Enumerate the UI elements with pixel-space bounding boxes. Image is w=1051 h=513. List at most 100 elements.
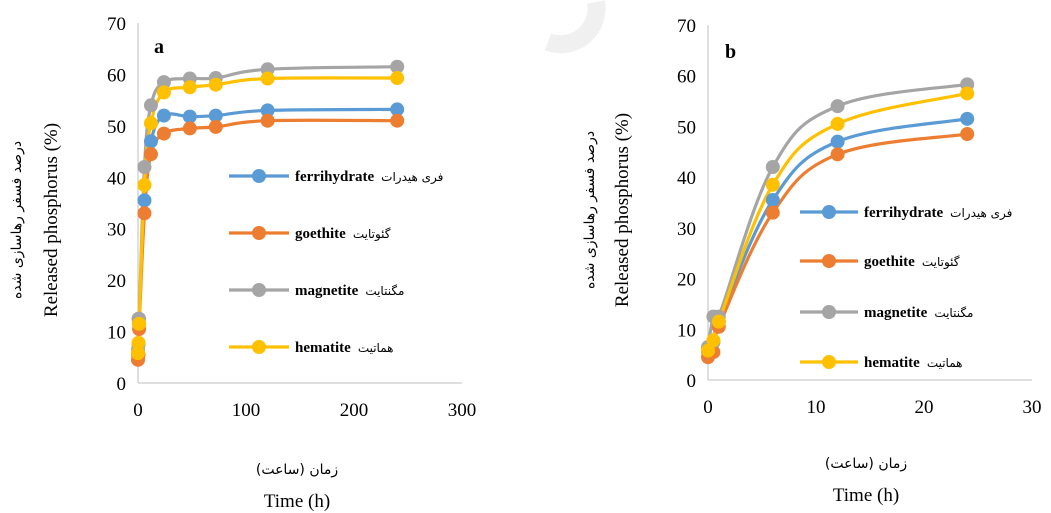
- chart-b-x-label-fa: زمان (ساعت): [825, 456, 907, 472]
- chart-a-y-tick-label: 0: [117, 374, 127, 395]
- legend-marker-goethite: [252, 226, 266, 240]
- legend-label-en: magnetite: [864, 305, 928, 321]
- chart-a-legend: ferrihydrate فری هیدرات goethite گئوتایت mag…: [229, 169, 443, 356]
- data-point-goethite: [830, 147, 845, 162]
- chart-a-y-tick-label: 50: [107, 117, 126, 138]
- data-point-ferrihydrate: [830, 134, 845, 149]
- chart-b-x-tick-label: 20: [915, 397, 934, 418]
- chart-b-y-tick-label: 0: [687, 371, 697, 392]
- data-point-hematite: [765, 177, 780, 192]
- chart-a-y-tick-label: 20: [107, 271, 126, 292]
- chart-a-series: [131, 59, 405, 367]
- data-point-hematite: [143, 116, 158, 131]
- data-point-ferrihydrate: [765, 192, 780, 207]
- chart-a-x-tick-label: 200: [340, 400, 369, 421]
- chart-a-x-tick-label: 100: [232, 400, 261, 421]
- legend-label-en: hematite: [295, 340, 351, 356]
- chart-a-y-tick-label: 40: [107, 168, 126, 189]
- chart-b-series: [701, 77, 975, 365]
- chart-b-legend: ferrihydrate فری هیدرات goethite گئوتایت mag…: [800, 205, 1012, 371]
- chart-a-y-ticks: 0 10 20 30 40 50 60 70: [107, 14, 126, 395]
- chart-b-x-tick-label: 0: [703, 397, 713, 418]
- legend-marker-magnetite: [822, 305, 836, 319]
- legend-label-en: goethite: [295, 226, 346, 242]
- data-point-goethite: [765, 205, 780, 220]
- legend-label-en: ferrihydrate: [295, 169, 374, 185]
- legend-label-en: goethite: [864, 254, 915, 270]
- legend-label-fa: مگنتایت: [365, 284, 404, 298]
- legend-label-fa: هماتیت: [927, 356, 963, 370]
- data-point-magnetite: [765, 160, 780, 174]
- chart-b-x-tick-label: 30: [1023, 397, 1042, 418]
- legend-label-hematite: hematite هماتیت: [295, 340, 393, 356]
- chart-a-x-label: Time (h): [264, 491, 330, 512]
- chart-b-y-ticks: 0 10 20 30 40 50 60 70: [677, 16, 696, 392]
- data-point-hematite: [706, 333, 721, 348]
- legend-label-fa: فری هیدرات: [950, 206, 1012, 221]
- data-point-hematite: [182, 80, 197, 95]
- data-point-hematite: [156, 85, 171, 100]
- chart-b-y-tick-label: 30: [677, 219, 696, 240]
- chart-b-y-tick-label: 40: [677, 168, 696, 189]
- chart-a-y-label-fa: درصد فسفر رهاسازی شده: [9, 141, 25, 299]
- legend-label-goethite: goethite گئوتایت: [295, 226, 391, 242]
- data-point-ferrihydrate: [182, 109, 197, 124]
- chart-a-y-tick-label: 10: [107, 323, 126, 344]
- legend-label-fa: گئوتایت: [353, 227, 391, 242]
- data-point-goethite: [390, 113, 405, 128]
- data-point-magnetite: [390, 59, 405, 74]
- legend-marker-ferrihydrate: [252, 169, 266, 183]
- legend-label-magnetite: magnetite مگنتایت: [295, 283, 404, 299]
- data-point-ferrihydrate: [156, 108, 171, 123]
- legend-label-ferrihydrate: ferrihydrate فری هیدرات: [864, 205, 1012, 221]
- legend-label-magnetite: magnetite مگنتایت: [864, 305, 973, 321]
- data-point-goethite: [208, 119, 223, 134]
- legend-label-ferrihydrate: ferrihydrate فری هیدرات: [295, 169, 443, 185]
- chart-b-x-ticks: 0 10 20 30: [703, 397, 1041, 418]
- legend-label-en: hematite: [864, 355, 920, 371]
- data-point-ferrihydrate: [260, 103, 275, 118]
- data-point-hematite: [137, 178, 152, 192]
- chart-a-x-ticks: 0 100 200 300: [133, 400, 476, 421]
- data-point-goethite: [137, 206, 152, 221]
- data-point-hematite: [711, 314, 726, 329]
- data-point-goethite: [143, 147, 158, 162]
- data-point-hematite: [960, 86, 975, 101]
- chart-a-panel-label: a: [154, 36, 164, 58]
- chart-b-y-tick-label: 50: [677, 117, 696, 138]
- chart-b-y-tick-label: 60: [677, 67, 696, 88]
- legend-marker-ferrihydrate: [822, 205, 836, 219]
- watermark-arc: [544, 0, 606, 54]
- chart-a-y-tick-label: 70: [107, 14, 126, 35]
- data-point-hematite: [830, 116, 845, 131]
- chart-b-y-tick-label: 20: [677, 270, 696, 291]
- legend-label-fa: مگنتایت: [934, 306, 973, 320]
- data-point-ferrihydrate: [390, 102, 405, 117]
- legend-marker-magnetite: [252, 283, 266, 297]
- chart-a-x-label-fa: زمان (ساعت): [256, 462, 338, 478]
- chart-a-x-tick-label: 300: [448, 400, 477, 421]
- data-point-ferrihydrate: [208, 108, 223, 123]
- data-point-goethite: [260, 113, 275, 128]
- chart-b-y-tick-label: 70: [677, 16, 696, 37]
- data-point-hematite: [131, 335, 146, 350]
- legend-label-goethite: goethite گئوتایت: [864, 254, 960, 270]
- data-point-magnetite: [830, 99, 845, 114]
- chart-panel-b: 0 10 20 30 40 50 60 70 0 10 20 30 b Released phosp…: [582, 16, 1042, 506]
- legend-label-fa: هماتیت: [358, 341, 394, 355]
- data-point-ferrihydrate: [143, 134, 158, 149]
- chart-b-panel-label: b: [725, 41, 736, 63]
- data-point-ferrihydrate: [137, 193, 152, 208]
- chart-b-y-label: Released phosphorus (%): [612, 113, 633, 307]
- data-point-goethite: [182, 121, 197, 136]
- legend-label-en: ferrihydrate: [864, 205, 943, 221]
- data-point-magnetite: [156, 75, 171, 90]
- legend-label-en: magnetite: [295, 283, 359, 299]
- legend-marker-goethite: [822, 254, 836, 268]
- data-point-hematite: [390, 71, 405, 86]
- data-point-magnetite: [137, 160, 152, 174]
- legend-marker-hematite: [252, 340, 266, 354]
- chart-panel-a: 0 10 20 30 40 50 60 70 0 100 200 300 a Released ph…: [9, 14, 476, 512]
- chart-b-x-tick-label: 10: [807, 397, 826, 418]
